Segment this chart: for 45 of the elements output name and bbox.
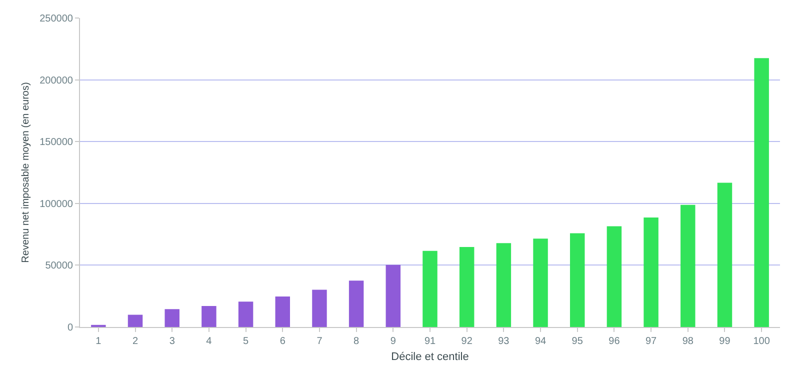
bar xyxy=(422,250,438,327)
bar xyxy=(533,238,548,327)
x-tick-label: 1 xyxy=(96,336,102,347)
bar xyxy=(386,264,401,327)
x-tick-label: 95 xyxy=(572,336,584,347)
x-tick-label: 9 xyxy=(390,336,396,347)
y-axis-title: Revenu net imposable moyen (en euros) xyxy=(20,82,32,263)
x-tick-label: 98 xyxy=(682,336,694,347)
x-tick-label: 7 xyxy=(316,336,323,347)
bar xyxy=(275,296,290,327)
x-tick-label: 8 xyxy=(354,336,360,347)
x-tick-label: 6 xyxy=(280,336,286,347)
y-tick-label: 50000 xyxy=(45,260,74,272)
x-tick-label: 93 xyxy=(498,336,510,347)
bar xyxy=(496,243,512,327)
x-tick-label: 5 xyxy=(243,336,250,347)
x-tick-label: 2 xyxy=(132,336,138,347)
bar xyxy=(459,247,474,327)
y-tick-label: 150000 xyxy=(40,137,74,148)
bar xyxy=(238,302,254,327)
x-axis-title: Décile et centile xyxy=(391,351,469,364)
bar xyxy=(644,217,658,327)
x-tick-label: 92 xyxy=(461,336,473,347)
x-tick-label: 99 xyxy=(719,336,731,347)
bar xyxy=(570,233,585,327)
x-tick-label: 96 xyxy=(608,336,620,347)
bar xyxy=(717,182,732,327)
x-tick-label: 100 xyxy=(753,336,770,347)
y-tick-label: 100000 xyxy=(40,198,74,210)
y-tick-label: 0 xyxy=(67,322,74,334)
x-tick-label: 91 xyxy=(424,336,436,347)
bar xyxy=(164,309,180,327)
bar xyxy=(128,314,143,327)
bar xyxy=(202,306,216,327)
y-tick-label: 200000 xyxy=(40,75,74,86)
x-tick-label: 94 xyxy=(534,336,547,347)
x-tick-label: 4 xyxy=(206,336,212,347)
bar xyxy=(348,280,364,327)
bar xyxy=(606,226,622,327)
y-tick-label: 250000 xyxy=(40,14,74,24)
x-tick-label: 97 xyxy=(645,336,658,347)
bar xyxy=(754,58,769,327)
bar xyxy=(312,290,327,327)
x-tick-label: 3 xyxy=(169,336,176,347)
bar xyxy=(680,204,696,327)
